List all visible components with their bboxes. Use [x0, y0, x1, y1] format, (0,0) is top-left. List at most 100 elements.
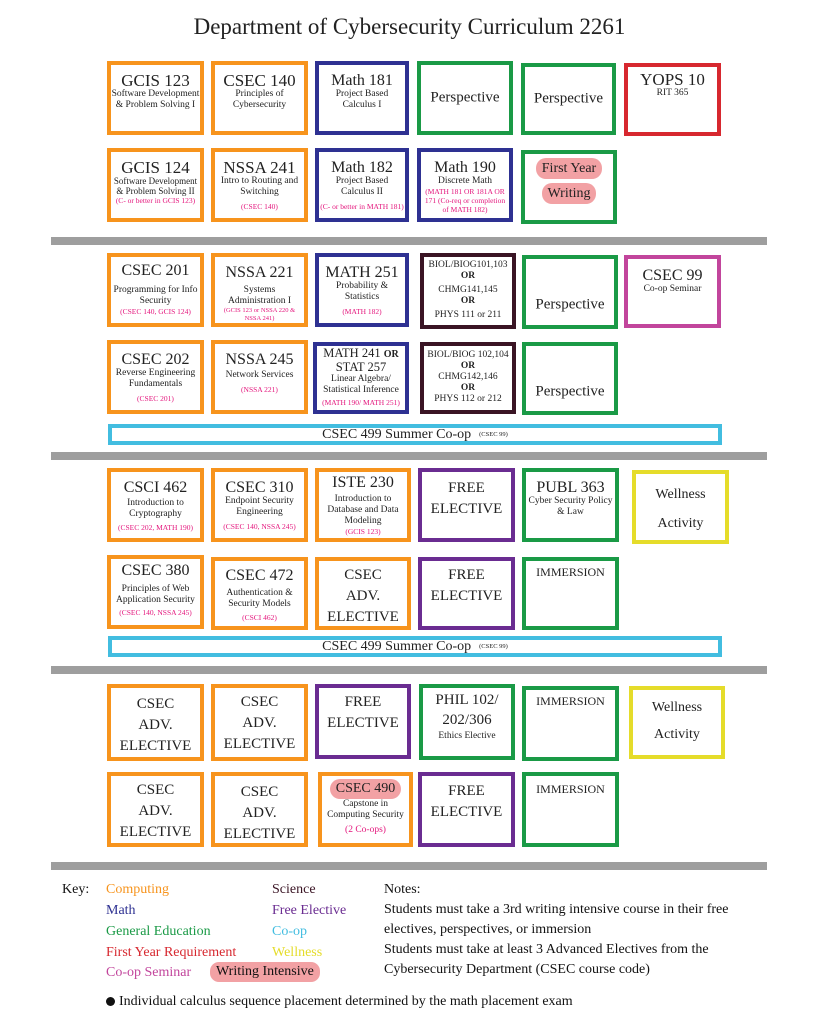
- course-csec310[interactable]: CSEC 310 Endpoint Security Engineering (…: [211, 468, 308, 542]
- key-first-year-requirement: First Year Requirement: [106, 945, 237, 960]
- immersion-label: IMMERSION: [536, 565, 605, 579]
- course-prereq: (CSEC 140): [241, 202, 278, 211]
- course-nssa221[interactable]: NSSA 221 Systems Administration I (GCIS …: [211, 253, 308, 327]
- course-nssa241[interactable]: NSSA 241 Intro to Routing and Switching …: [211, 148, 308, 222]
- course-csec-adv-elective[interactable]: CSEC ADV. ELECTIVE: [211, 772, 308, 847]
- course-name: RIT 365: [656, 88, 689, 98]
- course-name: Network Services: [225, 370, 294, 380]
- key-general-education: General Education: [106, 924, 211, 939]
- course-science-sequence-1[interactable]: BIOL/BIOG101,103 OR CHMG141,145 OR PHYS …: [420, 253, 516, 329]
- elective-label: ADV.: [242, 715, 277, 731]
- course-csci462[interactable]: CSCI 462 Introduction to Cryptography (C…: [107, 468, 204, 542]
- course-prereq: (C- or better in MATH 181): [320, 202, 404, 211]
- course-immersion[interactable]: IMMERSION: [522, 557, 619, 630]
- course-name: Systems Administration I: [227, 285, 292, 306]
- course-publ363[interactable]: PUBL 363 Cyber Security Policy & Law: [522, 468, 619, 542]
- course-perspective[interactable]: Perspective: [522, 255, 618, 329]
- course-code: MATH 241: [323, 346, 381, 360]
- course-csec-adv-elective[interactable]: CSEC ADV. ELECTIVE: [107, 772, 204, 847]
- course-math181[interactable]: Math 181 Project Based Calculus I: [315, 61, 409, 135]
- course-gcis124[interactable]: GCIS 124 Software Development & Problem …: [107, 148, 204, 222]
- or-label: OR: [460, 296, 476, 306]
- course-csec380[interactable]: CSEC 380 Principles of Web Application S…: [107, 555, 204, 629]
- course-gcis123[interactable]: GCIS 123 Software Development & Problem …: [107, 61, 204, 135]
- key-math: Math: [106, 903, 136, 918]
- course-code: NSSA 221: [225, 264, 294, 281]
- course-code: CSEC 380: [121, 562, 190, 579]
- course-math241-stat257[interactable]: MATH 241 OR STAT 257 Linear Algebra/ Sta…: [313, 342, 409, 414]
- course-science-sequence-2[interactable]: BIOL/BIOG 102,104 OR CHMG142,146 OR PHYS…: [420, 342, 516, 414]
- elective-label: ELECTIVE: [119, 824, 192, 840]
- coop-prereq: (CSEC 99): [479, 643, 508, 650]
- course-label: Perspective: [535, 383, 605, 399]
- course-csec201[interactable]: CSEC 201 Programming for Info Security (…: [107, 253, 204, 327]
- wellness-label: Activity: [657, 516, 704, 531]
- course-prereq: (CSEC 201): [137, 394, 174, 403]
- course-math182[interactable]: Math 182 Project Based Calculus II (C- o…: [315, 148, 409, 222]
- course-prereq: (MATH 182): [342, 307, 382, 316]
- course-code: CSEC 472: [225, 567, 294, 584]
- course-math190[interactable]: Math 190 Discrete Math (MATH 181 OR 181A…: [417, 148, 513, 222]
- summer-coop-bar[interactable]: CSEC 499 Summer Co-op (CSEC 99): [108, 424, 722, 445]
- writing-intensive-label: First Year: [535, 158, 603, 179]
- summer-coop-bar[interactable]: CSEC 499 Summer Co-op (CSEC 99): [108, 636, 722, 657]
- course-prereq: (2 Co-ops): [345, 825, 386, 835]
- or-label: OR: [383, 349, 399, 360]
- course-nssa245[interactable]: NSSA 245 Network Services (NSSA 221): [211, 340, 308, 414]
- course-prereq: (CSEC 140, NSSA 245): [223, 522, 296, 531]
- page-title: Department of Cybersecurity Curriculum 2…: [193, 14, 626, 39]
- course-perspective[interactable]: Perspective: [522, 342, 618, 415]
- course-perspective[interactable]: Perspective: [521, 63, 616, 135]
- course-first-year-writing[interactable]: First Year Writing: [521, 150, 617, 224]
- wellness-label: Wellness: [655, 487, 706, 502]
- bullet-icon: [106, 997, 115, 1007]
- course-name: Principles of Cybersecurity: [232, 89, 287, 110]
- course-csec-adv-elective[interactable]: CSEC ADV. ELECTIVE: [107, 684, 204, 761]
- elective-label: ELECTIVE: [430, 501, 503, 517]
- course-name: Project Based Calculus II: [335, 176, 389, 197]
- course-csec-adv-elective[interactable]: CSEC ADV. ELECTIVE: [315, 557, 411, 630]
- course-csec-adv-elective[interactable]: CSEC ADV. ELECTIVE: [211, 684, 308, 761]
- course-free-elective[interactable]: FREE ELECTIVE: [315, 684, 411, 759]
- course-wellness-activity[interactable]: Wellness Activity: [629, 686, 725, 759]
- course-immersion[interactable]: IMMERSION: [522, 772, 619, 847]
- year-separator: [51, 862, 767, 870]
- course-math251[interactable]: MATH 251 Probability & Statistics (MATH …: [315, 253, 409, 327]
- or-label: OR: [460, 271, 476, 281]
- course-csec202[interactable]: CSEC 202 Reverse Engineering Fundamental…: [107, 340, 204, 414]
- footnote: Individual calculus sequence placement d…: [106, 992, 573, 1012]
- course-immersion[interactable]: IMMERSION: [522, 686, 619, 761]
- course-prereq: (C- or better in GCIS 123): [115, 196, 196, 205]
- course-label: Perspective: [430, 89, 500, 106]
- course-code: STAT 257: [335, 360, 387, 374]
- course-code: CSEC 202: [121, 351, 190, 368]
- course-csec99[interactable]: CSEC 99 Co-op Seminar: [624, 255, 721, 328]
- course-code: YOPS 10: [640, 70, 705, 89]
- writing-intensive-label: Writing: [541, 183, 597, 204]
- course-label: Perspective: [535, 296, 605, 313]
- course-free-elective[interactable]: FREE ELECTIVE: [418, 468, 515, 542]
- course-yops10[interactable]: YOPS 10 RIT 365: [624, 63, 721, 136]
- footnote-text: Individual calculus sequence placement d…: [119, 994, 573, 1009]
- course-csec490[interactable]: CSEC 490 Capstone in Computing Security …: [318, 772, 413, 847]
- course-name: Project Based Calculus I: [335, 89, 389, 110]
- course-perspective[interactable]: Perspective: [417, 61, 513, 135]
- course-csec140[interactable]: CSEC 140 Principles of Cybersecurity: [211, 61, 308, 135]
- wellness-label: Activity: [654, 727, 700, 742]
- course-code: CSEC 310: [225, 479, 294, 496]
- course-free-elective[interactable]: FREE ELECTIVE: [418, 557, 515, 630]
- course-iste230[interactable]: ISTE 230 Introduction to Database and Da…: [315, 468, 411, 542]
- course-code: 202/306: [442, 712, 492, 728]
- key-wellness: Wellness: [272, 945, 323, 960]
- course-name: Introduction to Database and Data Modeli…: [327, 494, 399, 526]
- course-wellness-activity[interactable]: Wellness Activity: [632, 470, 729, 544]
- course-prereq: (MATH 181 OR 181A OR 171 (Co-req or comp…: [424, 187, 506, 214]
- course-csec472[interactable]: CSEC 472 Authentication & Security Model…: [211, 557, 308, 630]
- course-prereq: (CSCI 462): [242, 613, 277, 622]
- course-code: CSEC 99: [642, 267, 703, 284]
- course-code: PHIL 102/: [435, 692, 499, 708]
- science-option: CHMG142,146: [438, 372, 498, 382]
- elective-label: CSEC: [240, 694, 279, 710]
- course-phil-ethics[interactable]: PHIL 102/ 202/306 Ethics Elective: [419, 684, 515, 760]
- course-free-elective[interactable]: FREE ELECTIVE: [418, 772, 515, 847]
